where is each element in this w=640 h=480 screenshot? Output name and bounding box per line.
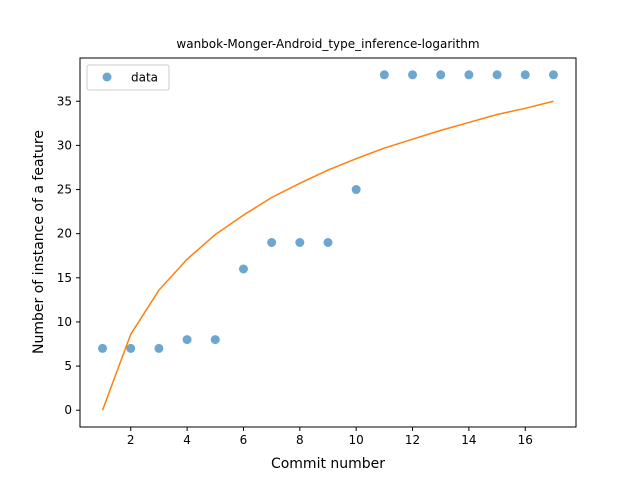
data-point (408, 70, 418, 80)
y-tick-label: 20 (57, 227, 72, 241)
x-tick-label: 14 (461, 433, 476, 447)
data-point (379, 70, 389, 80)
x-axis-label: Commit number (271, 456, 385, 472)
x-tick-label: 12 (405, 433, 420, 447)
data-point (464, 70, 474, 80)
data-point (492, 70, 502, 80)
data-point (295, 238, 305, 247)
x-axis: 2 4 6 8 10 12 14 16 (127, 427, 533, 447)
data-point (210, 335, 220, 345)
y-tick-label: 0 (64, 403, 72, 417)
x-tick-label: 8 (296, 433, 304, 447)
y-tick-label: 30 (57, 138, 72, 152)
y-tick-label: 10 (57, 315, 72, 329)
data-point (323, 238, 333, 247)
legend-box (86, 64, 170, 91)
legend: data (86, 64, 170, 91)
legend-entry-data: data (131, 71, 158, 85)
data-point (436, 70, 446, 80)
x-tick-label: 10 (349, 433, 364, 447)
x-tick-label: 2 (127, 433, 135, 447)
y-tick-label: 5 (64, 359, 72, 373)
data-point (154, 343, 164, 353)
axes-frame (79, 57, 577, 428)
data-point (548, 70, 558, 80)
x-tick-label: 6 (240, 433, 248, 447)
data-point (520, 70, 530, 80)
data-point (98, 343, 108, 353)
y-tick-label: 15 (57, 271, 72, 285)
y-axis-label: Number of instance of a feature (31, 130, 47, 354)
x-tick-label: 4 (183, 433, 191, 447)
y-tick-label: 25 (57, 183, 72, 197)
y-axis: 0 5 10 15 20 25 30 35 (57, 94, 80, 417)
data-point (126, 343, 136, 353)
fit-curve (101, 100, 554, 411)
data-point (267, 238, 277, 247)
chart-title: wanbok-Monger-Android_type_inference-log… (176, 37, 479, 51)
x-tick-label: 16 (518, 433, 533, 447)
plot-area (98, 70, 558, 411)
data-point (182, 335, 192, 345)
y-tick-label: 35 (57, 94, 72, 108)
legend-marker (102, 72, 112, 82)
data-point (351, 185, 361, 195)
data-point (238, 264, 248, 274)
